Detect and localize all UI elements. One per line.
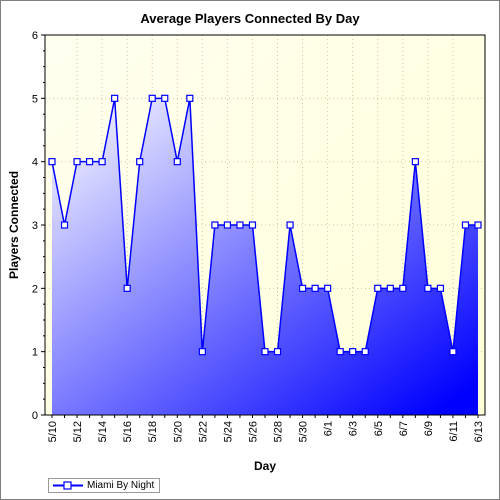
data-point [123, 284, 131, 292]
x-tick-label: 5/22 [197, 421, 209, 442]
data-point [173, 158, 181, 166]
y-tick-label: 2 [32, 283, 38, 295]
x-axis-label: Day [254, 459, 276, 473]
y-axis: 0 1 2 3 4 5 6 [32, 30, 45, 422]
x-tick-label: 5/16 [122, 421, 134, 442]
y-tick-label: 0 [32, 410, 38, 422]
data-point [474, 221, 482, 229]
y-axis-label: Players Connected [7, 171, 21, 279]
data-point [324, 284, 332, 292]
data-point [161, 94, 169, 102]
x-tick-label: 5/28 [273, 421, 285, 442]
y-tick-label: 5 [32, 93, 38, 105]
data-point [186, 94, 194, 102]
data-point [111, 94, 119, 102]
data-point [411, 158, 419, 166]
data-point [223, 221, 232, 229]
data-point [60, 221, 69, 229]
data-point [248, 221, 257, 229]
legend-marker [53, 481, 83, 490]
x-tick-label: 6/1 [323, 421, 335, 436]
x-tick-label: 6/13 [473, 421, 485, 442]
data-point [98, 158, 106, 166]
y-tick-label: 1 [32, 347, 38, 359]
x-tick-label: 5/12 [72, 421, 84, 442]
x-tick-label: 5/20 [172, 421, 184, 442]
data-point [211, 221, 219, 229]
data-point [461, 221, 470, 229]
data-point [136, 158, 144, 166]
x-tick-label: 5/24 [222, 421, 234, 442]
data-point [311, 284, 319, 292]
data-point [399, 284, 407, 292]
data-point [298, 284, 307, 292]
data-point [424, 284, 432, 292]
data-point [336, 348, 344, 356]
data-point [386, 284, 394, 292]
data-point [73, 158, 81, 166]
data-point [449, 348, 457, 356]
y-tick-label: 6 [32, 30, 38, 42]
data-point [261, 348, 269, 356]
data-point [198, 348, 206, 356]
chart-title: Average Players Connected By Day [140, 11, 360, 26]
series-points [48, 94, 482, 356]
x-tick-label: 6/3 [348, 421, 360, 436]
y-tick-label: 3 [32, 220, 38, 232]
x-tick-label: 6/11 [448, 421, 460, 442]
data-point [85, 158, 94, 166]
data-point [286, 221, 294, 229]
x-axis: 5/10 5/12 5/14 5/16 5/18 5/20 5/22 5/24 5/26 5/28… [47, 415, 485, 442]
data-point [436, 284, 445, 292]
x-tick-label: 6/9 [423, 421, 435, 436]
x-tick-label: 5/26 [247, 421, 259, 442]
x-tick-label: 5/18 [147, 421, 159, 442]
x-tick-label: 6/5 [373, 421, 385, 436]
x-tick-label: 5/10 [47, 421, 59, 442]
data-point [273, 348, 282, 356]
data-point [374, 284, 382, 292]
x-tick-label: 6/7 [398, 421, 410, 436]
series-area [52, 98, 478, 415]
data-point [236, 221, 244, 229]
data-point [361, 348, 369, 356]
legend: Miami By Night [48, 478, 160, 493]
data-point [48, 158, 56, 166]
data-point [148, 94, 156, 102]
legend-entry-label: Miami By Night [87, 480, 155, 491]
y-tick-label: 4 [32, 157, 38, 169]
x-tick-label: 5/30 [298, 421, 310, 442]
data-point [349, 348, 357, 356]
x-tick-label: 5/14 [97, 421, 109, 442]
